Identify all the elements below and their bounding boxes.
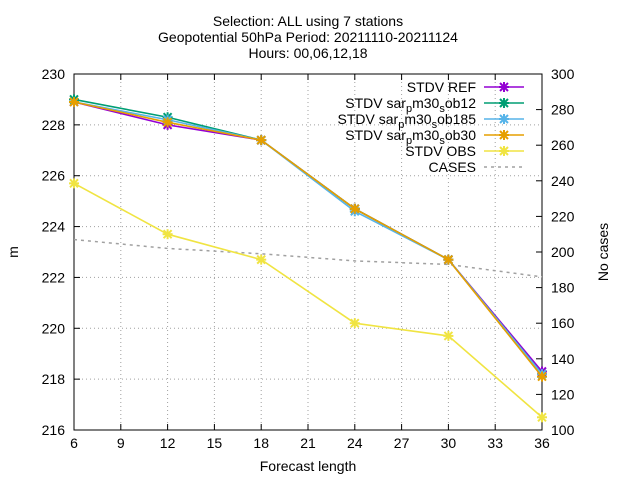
grid	[74, 74, 542, 430]
series-3	[69, 96, 547, 382]
axis-ticks: 6 9 12 15 18 21 24 27 30 33 36 216 218 220 222 224 226 22…	[42, 66, 575, 451]
x-tick-label: 12	[160, 435, 176, 451]
x-tick-label: 6	[70, 435, 78, 451]
y-tick-label: 220	[42, 320, 66, 336]
x-tick-label: 21	[300, 435, 316, 451]
x-tick-label: 36	[534, 435, 550, 451]
x-tick-label: 9	[117, 435, 125, 451]
y-tick-label: 222	[42, 269, 66, 285]
legend-label-part: p	[398, 119, 404, 131]
y2-axis-label: No cases	[595, 223, 611, 281]
legend-label-4: STDV OBS	[405, 143, 476, 159]
legend-label-part: m30	[404, 111, 431, 127]
legend-label-part: ob30	[445, 127, 476, 143]
y-tick-label: 224	[42, 219, 66, 235]
series-layer	[69, 94, 547, 423]
y2-tick-label: 300	[551, 66, 575, 82]
y-tick-label: 226	[42, 168, 66, 184]
x-tick-label: 24	[347, 435, 363, 451]
series-line-5	[73, 238, 543, 278]
legend-label-part: STDV sar	[345, 95, 406, 111]
y2-tick-label: 180	[551, 280, 575, 296]
y2-tick-label: 160	[551, 315, 575, 331]
y2-tick-label: 200	[551, 244, 575, 260]
legend-label-part: m30	[412, 95, 439, 111]
legend-label-part: s	[432, 119, 438, 131]
legend-label-part: STDV sar	[345, 127, 406, 143]
y-tick-label: 228	[42, 117, 66, 133]
legend-label-3: STDV sarpm30sob30	[345, 127, 476, 147]
legend-label-2: STDV sarpm30sob185	[338, 111, 477, 131]
legend-label-part: ob185	[437, 111, 476, 127]
y2-tick-label: 280	[551, 102, 575, 118]
y-tick-label: 218	[42, 371, 66, 387]
y2-tick-label: 120	[551, 386, 575, 402]
x-tick-label: 18	[253, 435, 269, 451]
chart-title-line-2: Geopotential 50hPa Period: 20211110-2021…	[158, 29, 458, 45]
legend-label-part: p	[406, 103, 412, 115]
legend-label-part: STDV sar	[338, 111, 399, 127]
legend-label-part: s	[439, 135, 445, 147]
legend-label-5: CASES	[429, 159, 476, 175]
legend-label-part: p	[406, 135, 412, 147]
x-tick-label: 27	[394, 435, 410, 451]
series-4	[69, 178, 547, 423]
x-axis-label: Forecast length	[260, 458, 357, 474]
y-tick-label: 216	[42, 422, 66, 438]
x-tick-label: 33	[487, 435, 503, 451]
series-line-4	[73, 182, 543, 418]
series-line-3	[73, 101, 543, 378]
x-tick-label: 15	[207, 435, 223, 451]
legend-label-part: ob12	[445, 95, 476, 111]
y-tick-label: 230	[42, 66, 66, 82]
legend-label-part: s	[439, 103, 445, 115]
y2-tick-label: 220	[551, 208, 575, 224]
legend-label-part: m30	[412, 127, 439, 143]
y2-tick-label: 260	[551, 137, 575, 153]
chart-title-line-3: Hours: 00,06,12,18	[248, 45, 367, 61]
chart-title-line-1: Selection: ALL using 7 stations	[213, 13, 403, 29]
legend-label-0: STDV REF	[407, 79, 476, 95]
y2-tick-label: 140	[551, 351, 575, 367]
series-5	[73, 238, 543, 278]
y2-tick-label: 240	[551, 173, 575, 189]
y2-tick-label: 100	[551, 422, 575, 438]
x-tick-label: 30	[441, 435, 457, 451]
legend-label-1: STDV sarpm30sob12	[345, 95, 476, 115]
chart-title: Selection: ALL using 7 stations Geopoten…	[158, 13, 458, 61]
y-axis-label: m	[5, 246, 21, 258]
